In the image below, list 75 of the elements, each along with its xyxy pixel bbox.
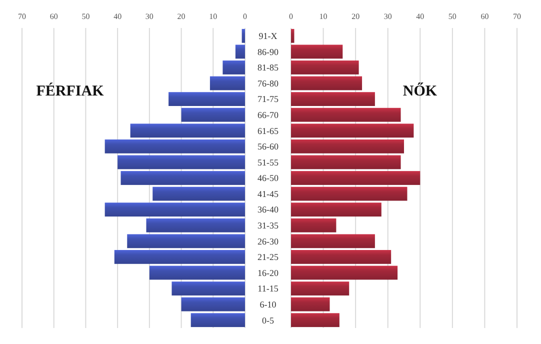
- y-tick-label: 16-20: [258, 268, 279, 278]
- y-tick-label: 51-55: [258, 157, 279, 168]
- bar: [146, 218, 245, 232]
- x-tick-label: 50: [82, 12, 90, 21]
- bar: [130, 124, 245, 138]
- x-tick-label: 10: [209, 12, 218, 21]
- y-tick-label: 91-X: [258, 31, 278, 42]
- bar: [172, 282, 245, 296]
- bar: [149, 266, 245, 280]
- bar: [104, 139, 245, 154]
- bar: [291, 171, 420, 185]
- y-tick-label: 21-25: [258, 252, 279, 262]
- x-tick-label: 40: [416, 12, 424, 21]
- bar: [210, 76, 245, 90]
- bar: [291, 139, 404, 154]
- bar: [181, 297, 245, 312]
- bar: [291, 297, 330, 312]
- text: NŐK: [402, 81, 438, 100]
- bar: [291, 124, 414, 138]
- bar: [291, 60, 359, 74]
- bar: [242, 28, 245, 43]
- bar: [291, 155, 401, 170]
- bar: [291, 28, 294, 43]
- bar: [291, 44, 343, 59]
- bar: [181, 108, 245, 122]
- x-tick-label: 60: [50, 12, 58, 21]
- y-tick-label: 76-80: [258, 78, 279, 88]
- x-tick-label: 60: [480, 12, 489, 21]
- y-tick-label: 71-75: [258, 94, 279, 104]
- bar: [291, 282, 350, 296]
- bar: [291, 92, 375, 106]
- y-tick-label: 6-10: [260, 299, 277, 310]
- bar: [168, 92, 245, 106]
- bar: [291, 108, 401, 122]
- x-tick-label: 50: [448, 12, 456, 21]
- bar: [291, 76, 362, 90]
- y-tick-label: 46-50: [258, 173, 279, 184]
- x-tick-label: 0: [243, 12, 247, 21]
- y-tick-label: 56-60: [258, 142, 279, 152]
- bar: [127, 234, 245, 248]
- y-tick-label: 81-85: [258, 62, 279, 73]
- bar: [291, 234, 375, 248]
- bar: [291, 218, 336, 232]
- bar: [222, 60, 245, 74]
- bar: [104, 202, 245, 217]
- y-tick-label: 26-30: [258, 236, 279, 246]
- bar: [291, 186, 408, 201]
- bar: [114, 250, 245, 264]
- y-tick-label: 11-15: [258, 284, 279, 294]
- y-tick-label: 61-65: [258, 126, 279, 136]
- text: FÉRFIAK: [36, 82, 104, 100]
- x-tick-label: 30: [145, 12, 154, 21]
- x-tick-label: 10: [319, 12, 328, 21]
- x-tick-label: 0: [289, 12, 293, 21]
- y-tick-label: 86-90: [258, 46, 279, 57]
- bar: [120, 171, 245, 185]
- bar: [235, 44, 245, 59]
- bar: [118, 155, 245, 170]
- bar: [190, 313, 245, 328]
- x-tick-label: 20: [352, 12, 360, 21]
- y-tick-label: 31-35: [258, 220, 279, 231]
- x-tick-label: 30: [384, 12, 392, 21]
- bar: [291, 202, 382, 217]
- bar: [152, 186, 245, 201]
- x-tick-label: 70: [513, 12, 521, 21]
- bar: [291, 313, 340, 328]
- x-tick-label: 20: [177, 12, 186, 21]
- y-tick-label: 66-70: [258, 110, 279, 120]
- bar: [291, 266, 398, 280]
- x-tick-label: 40: [114, 12, 122, 21]
- x-tick-label: 70: [18, 12, 26, 21]
- y-tick-label: 41-45: [258, 188, 279, 199]
- y-tick-label: 0-5: [262, 315, 274, 326]
- y-tick-label: 36-40: [258, 204, 279, 215]
- bar: [291, 250, 392, 264]
